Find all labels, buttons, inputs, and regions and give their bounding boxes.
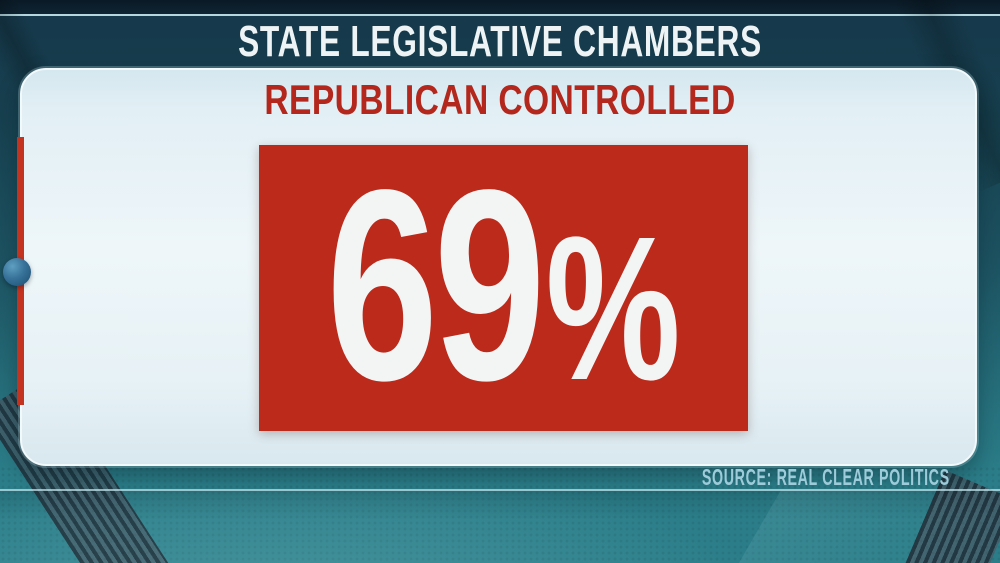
stat-percent-sign: % (545, 194, 681, 423)
stat-box: 69 % (259, 145, 748, 431)
source-attribution: SOURCE: REAL CLEAR POLITICS (702, 464, 950, 490)
stat-value: 69 % (326, 149, 680, 421)
top-navy-strip (0, 0, 1000, 14)
header-title: STATE LEGISLATIVE CHAMBERS (238, 17, 762, 66)
top-divider-line (0, 14, 1000, 16)
stat-number: 69 (326, 133, 545, 437)
footer-light-arc (0, 491, 1000, 563)
footer-texture-dots (0, 466, 1000, 563)
blue-dot-marker (3, 258, 31, 286)
footer-divider-line (0, 489, 1000, 491)
panel-title: REPUBLICAN CONTROLLED (264, 76, 736, 123)
